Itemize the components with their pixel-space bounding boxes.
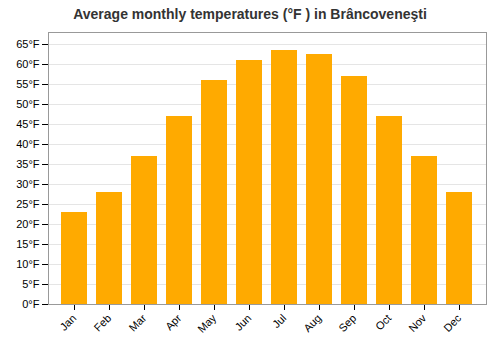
svg-text:Nov: Nov [406, 311, 429, 334]
svg-text:20°F: 20°F [16, 218, 40, 230]
svg-text:Feb: Feb [92, 312, 114, 334]
svg-text:Apr: Apr [163, 312, 184, 333]
html-text:Average monthly temperatures (: Average monthly temperatures (°F ) in Br… [73, 6, 427, 22]
svg-text:55°F: 55°F [16, 78, 40, 90]
svg-text:35°F: 35°F [16, 158, 40, 170]
svg-text:65°F: 65°F [16, 38, 40, 50]
svg-text:Jun: Jun [232, 312, 253, 333]
svg-text:Oct: Oct [373, 312, 394, 333]
svg-text:30°F: 30°F [16, 178, 40, 190]
svg-text:5°F: 5°F [22, 278, 40, 290]
svg-text:45°F: 45°F [16, 118, 40, 130]
svg-text:10°F: 10°F [16, 258, 40, 270]
svg-text:50°F: 50°F [16, 98, 40, 110]
svg-text:Dec: Dec [441, 311, 464, 334]
svg-text:Aug: Aug [301, 312, 323, 334]
svg-text:Jul: Jul [270, 312, 288, 330]
svg-text:0°F: 0°F [22, 298, 40, 310]
svg-text:Mar: Mar [127, 312, 149, 334]
svg-text:May: May [195, 311, 219, 335]
svg-text:15°F: 15°F [16, 238, 40, 250]
svg-text:60°F: 60°F [16, 58, 40, 70]
svg-text:Sep: Sep [336, 312, 358, 334]
svg-text:25°F: 25°F [16, 198, 40, 210]
svg-text:40°F: 40°F [16, 138, 40, 150]
svg-text:Jan: Jan [57, 312, 78, 333]
